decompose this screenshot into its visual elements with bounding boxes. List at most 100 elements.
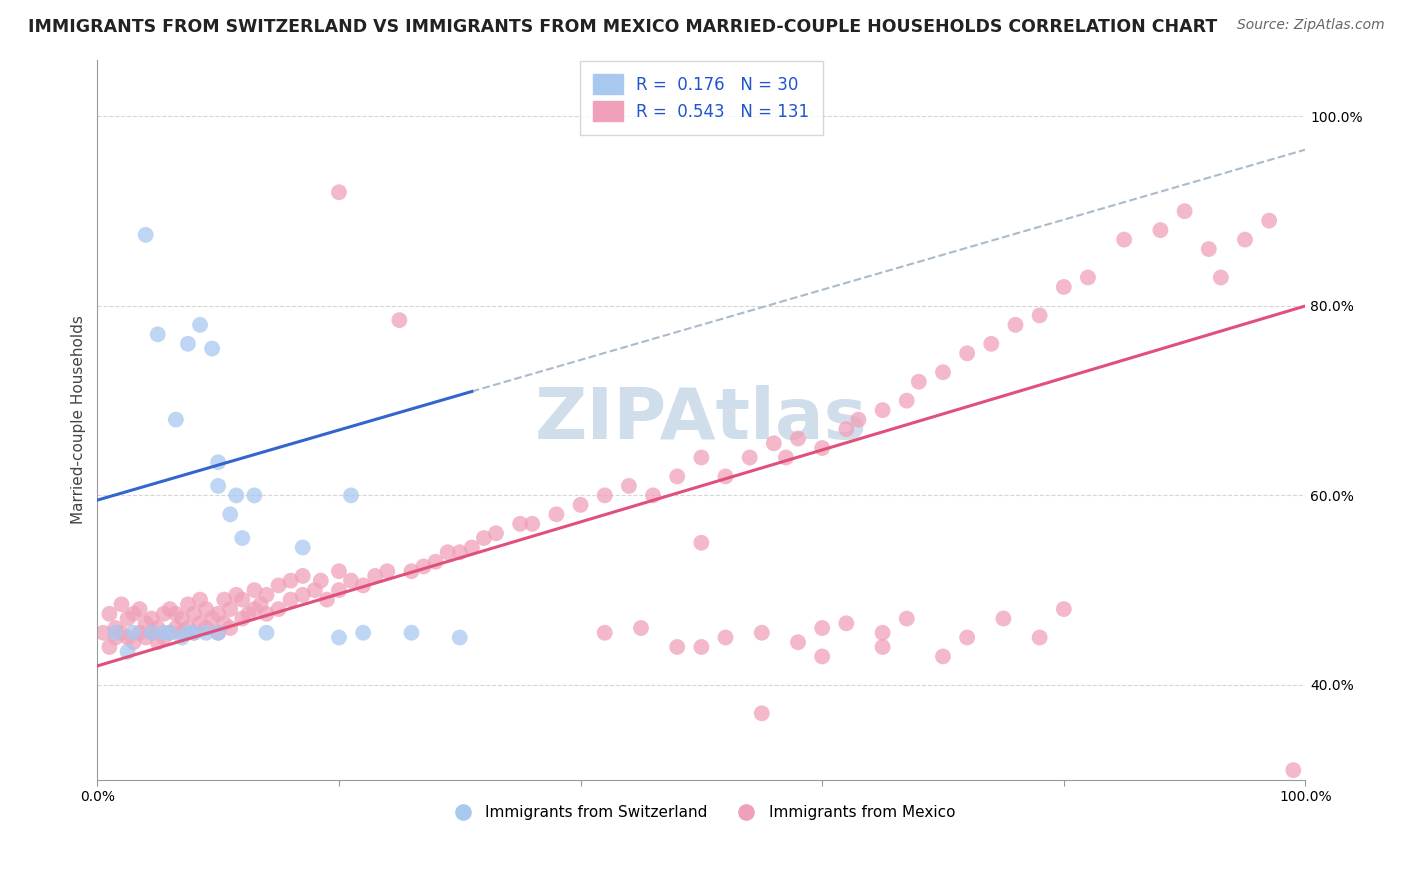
Point — [231, 611, 253, 625]
Point — [872, 640, 894, 654]
Y-axis label: Married-couple Households: Married-couple Households — [72, 315, 86, 524]
Point — [401, 564, 423, 578]
Point — [207, 625, 229, 640]
Point — [593, 625, 616, 640]
Point — [775, 450, 797, 465]
Point — [449, 631, 471, 645]
Point — [183, 607, 205, 621]
Point — [104, 631, 127, 645]
Point — [932, 649, 955, 664]
Point — [1233, 233, 1256, 247]
Point — [188, 592, 211, 607]
Point — [117, 631, 139, 645]
Point — [165, 412, 187, 426]
Point — [165, 621, 187, 635]
Point — [98, 640, 121, 654]
Point — [152, 607, 174, 621]
Point — [152, 625, 174, 640]
Point — [315, 592, 337, 607]
Point — [291, 569, 314, 583]
Point — [738, 450, 761, 465]
Point — [1114, 233, 1136, 247]
Point — [751, 706, 773, 721]
Point — [811, 649, 834, 664]
Point — [117, 645, 139, 659]
Point — [267, 602, 290, 616]
Point — [256, 625, 278, 640]
Point — [183, 625, 205, 640]
Point — [1053, 280, 1076, 294]
Point — [304, 583, 326, 598]
Point — [993, 611, 1015, 625]
Point — [425, 555, 447, 569]
Point — [714, 631, 737, 645]
Point — [309, 574, 332, 588]
Point — [449, 545, 471, 559]
Point — [122, 607, 145, 621]
Point — [195, 621, 218, 635]
Point — [117, 611, 139, 625]
Point — [170, 631, 193, 645]
Point — [291, 541, 314, 555]
Point — [98, 607, 121, 621]
Point — [472, 531, 495, 545]
Point — [207, 607, 229, 621]
Point — [1209, 270, 1232, 285]
Point — [1149, 223, 1171, 237]
Point — [165, 607, 187, 621]
Point — [195, 602, 218, 616]
Point — [201, 342, 224, 356]
Point — [122, 635, 145, 649]
Point — [152, 631, 174, 645]
Point — [522, 516, 544, 531]
Point — [1077, 270, 1099, 285]
Point — [762, 436, 785, 450]
Point — [835, 616, 858, 631]
Point — [328, 186, 350, 200]
Point — [811, 621, 834, 635]
Point — [1004, 318, 1026, 332]
Point — [461, 541, 484, 555]
Point — [170, 625, 193, 640]
Point — [225, 588, 247, 602]
Point — [231, 531, 253, 545]
Point — [110, 625, 132, 640]
Point — [787, 635, 810, 649]
Point — [256, 588, 278, 602]
Point — [872, 625, 894, 640]
Point — [291, 588, 314, 602]
Point — [1174, 204, 1197, 219]
Point — [1053, 602, 1076, 616]
Point — [238, 607, 260, 621]
Point — [231, 592, 253, 607]
Point — [177, 621, 200, 635]
Point — [617, 479, 640, 493]
Point — [159, 625, 181, 640]
Legend: Immigrants from Switzerland, Immigrants from Mexico: Immigrants from Switzerland, Immigrants … — [441, 798, 962, 826]
Point — [249, 598, 271, 612]
Point — [401, 625, 423, 640]
Point — [128, 602, 150, 616]
Point — [243, 602, 266, 616]
Point — [509, 516, 531, 531]
Point — [212, 592, 235, 607]
Point — [907, 375, 929, 389]
Text: ZIPAtlas: ZIPAtlas — [536, 385, 868, 454]
Point — [141, 611, 163, 625]
Point — [146, 621, 169, 635]
Point — [485, 526, 508, 541]
Point — [135, 616, 157, 631]
Point — [195, 625, 218, 640]
Point — [280, 574, 302, 588]
Point — [340, 574, 363, 588]
Point — [1028, 631, 1050, 645]
Point — [135, 631, 157, 645]
Point — [104, 621, 127, 635]
Point — [256, 607, 278, 621]
Point — [375, 564, 398, 578]
Point — [207, 455, 229, 469]
Point — [219, 508, 242, 522]
Point — [956, 346, 979, 360]
Point — [896, 393, 918, 408]
Point — [159, 625, 181, 640]
